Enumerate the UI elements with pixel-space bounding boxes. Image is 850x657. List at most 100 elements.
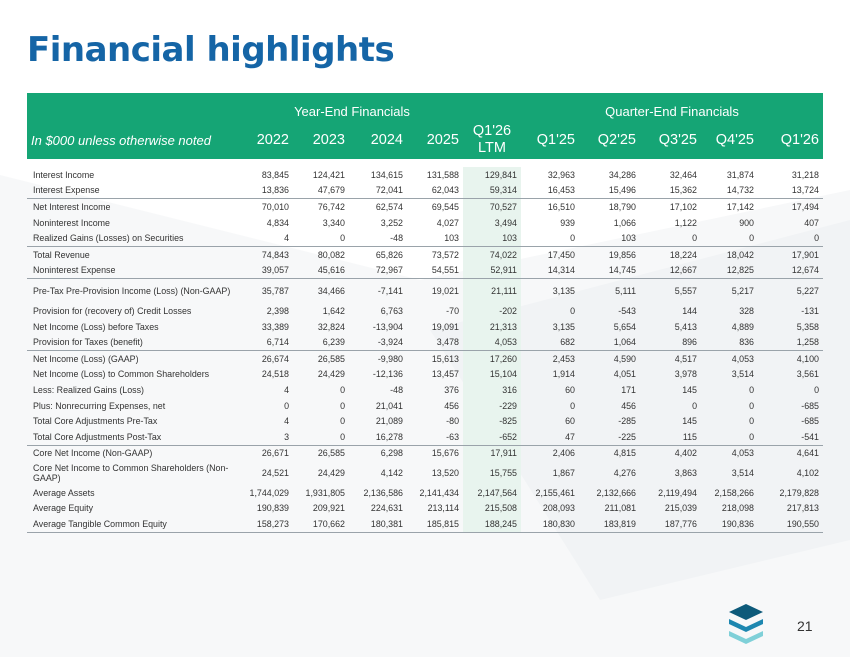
value-cell: 39,057 — [261, 265, 289, 276]
value-cell: 12,667 — [669, 265, 697, 276]
value-cell: 65,826 — [349, 245, 407, 263]
value-cell: 2,155,461 — [535, 487, 575, 498]
value-cell: 19,091 — [431, 321, 459, 332]
value-cell: 211,081 — [604, 503, 636, 514]
col-header-ltm-quarter: Q1'26 — [472, 123, 512, 139]
value-cell: 3 — [284, 431, 289, 442]
value-cell: 2,141,434 — [419, 487, 459, 498]
value-cell: 0 — [570, 305, 575, 316]
value-cell: 4,027 — [436, 217, 459, 228]
ltm-value-cell: 3,494 — [463, 214, 521, 231]
value-cell: -9,980 — [349, 349, 407, 367]
col-header-ltm-label: LTM — [478, 140, 506, 156]
value-cell: 0 — [814, 384, 819, 395]
ltm-value-cell: -652 — [463, 428, 521, 445]
value-cell: 70,010 — [241, 198, 293, 215]
value-cell: 12,825 — [726, 265, 754, 276]
row-label: Average Assets — [33, 487, 95, 498]
value-cell: 47 — [565, 431, 575, 442]
table-row: Net Income (Loss) (GAAP) 26,674 26,585 -9,9… — [27, 349, 823, 367]
value-cell: 4,815 — [579, 444, 640, 462]
value-cell: -48 — [390, 384, 403, 395]
value-cell: 0 — [340, 431, 345, 442]
col-header: Q3'25 — [640, 121, 701, 159]
row-label: Provision for Taxes (benefit) — [33, 337, 143, 348]
value-cell: 180,381 — [349, 516, 407, 533]
ltm-value-cell: 15,755 — [463, 461, 521, 486]
ltm-value-cell: 74,022 — [463, 245, 521, 263]
value-cell: 4,834 — [266, 217, 289, 228]
value-cell: -225 — [618, 431, 636, 442]
value-cell: 0 — [749, 384, 754, 395]
ltm-value-cell: 52,911 — [463, 262, 521, 279]
page-number: 21 — [797, 618, 813, 634]
value-cell: 939 — [560, 217, 575, 228]
value-cell: 224,631 — [370, 503, 403, 514]
value-cell: 13,457 — [431, 369, 459, 380]
value-cell: 1,122 — [674, 217, 697, 228]
header-blank — [463, 93, 521, 121]
value-cell: 21,041 — [375, 400, 403, 411]
value-cell: 33,389 — [261, 321, 289, 332]
table-row: Average Tangible Common Equity 158,273 170… — [27, 516, 823, 533]
value-cell: 1,744,029 — [249, 487, 289, 498]
value-cell: 190,836 — [701, 516, 758, 533]
value-cell: -7,141 — [349, 278, 407, 304]
ltm-value-cell: 59,314 — [463, 182, 521, 199]
year-end-header: Year-End Financials — [241, 93, 463, 121]
value-cell: 62,043 — [431, 185, 459, 196]
value-cell: 4,051 — [613, 369, 636, 380]
value-cell: 76,742 — [293, 198, 349, 215]
value-cell: -685 — [801, 416, 819, 427]
value-cell: 4,517 — [640, 349, 701, 367]
value-cell: 1,064 — [613, 337, 636, 348]
value-cell: 103 — [444, 233, 459, 244]
row-label: Total Core Adjustments Post-Tax — [33, 431, 162, 442]
value-cell: 5,111 — [579, 278, 640, 304]
value-cell: 18,042 — [701, 245, 758, 263]
table-row: Core Net Income (Non-GAAP) 26,671 26,585 6,… — [27, 444, 823, 462]
value-cell: 4 — [284, 384, 289, 395]
col-header-ltm: Q1'26 LTM — [463, 121, 521, 159]
value-cell: 0 — [692, 233, 697, 244]
value-cell: 12,674 — [791, 265, 819, 276]
value-cell: 26,674 — [241, 349, 293, 367]
value-cell: 45,616 — [317, 265, 345, 276]
table-row: Total Core Adjustments Pre-Tax 4 0 21,089 -8… — [27, 413, 823, 429]
value-cell: -3,924 — [377, 337, 403, 348]
value-cell: 31,874 — [726, 169, 754, 180]
value-cell: 0 — [814, 233, 819, 244]
header-blank — [27, 93, 241, 121]
value-cell: 6,239 — [322, 337, 345, 348]
col-header: 2023 — [293, 121, 349, 159]
row-label: Plus: Nonrecurring Expenses, net — [33, 400, 166, 411]
value-cell: 134,615 — [370, 169, 403, 180]
value-cell: 3,514 — [731, 369, 754, 380]
value-cell: 3,561 — [796, 369, 819, 380]
value-cell: 5,413 — [674, 321, 697, 332]
value-cell: 0 — [340, 400, 345, 411]
row-label: Average Tangible Common Equity — [27, 516, 241, 533]
value-cell: 2,158,266 — [714, 487, 754, 498]
value-cell: -12,136 — [372, 369, 403, 380]
value-cell: 32,824 — [317, 321, 345, 332]
row-label: Net Income (Loss) (GAAP) — [27, 349, 241, 367]
row-label: Noninterest Income — [33, 217, 110, 228]
row-label: Less: Realized Gains (Loss) — [33, 384, 144, 395]
value-cell: -48 — [390, 233, 403, 244]
row-label: Net Income (Loss) to Common Shareholders — [33, 369, 210, 380]
row-label: Interest Income — [33, 169, 95, 180]
value-cell: -541 — [801, 431, 819, 442]
value-cell: 18,790 — [579, 198, 640, 215]
value-cell: 2,136,586 — [363, 487, 403, 498]
value-cell: 4,276 — [613, 468, 636, 479]
value-cell: 19,856 — [579, 245, 640, 263]
value-cell: 4 — [284, 233, 289, 244]
value-cell: -70 — [446, 305, 459, 316]
value-cell: -285 — [618, 416, 636, 427]
quarter-end-header: Quarter-End Financials — [521, 93, 823, 121]
value-cell: 80,082 — [293, 245, 349, 263]
value-cell: 26,671 — [241, 444, 293, 462]
table-row: Noninterest Expense 39,057 45,616 72,967 54,… — [27, 262, 823, 279]
value-cell: 4,053 — [701, 444, 758, 462]
